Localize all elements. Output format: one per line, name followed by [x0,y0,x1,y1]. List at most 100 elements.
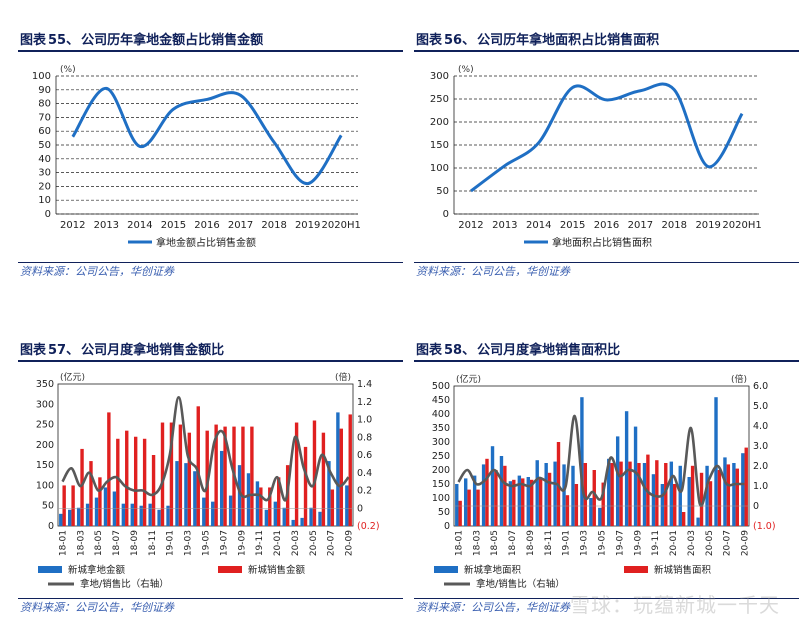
bar-land [202,497,206,526]
x-tick-label: 20-09 [741,530,751,556]
figure-number: 56、 [444,33,476,48]
bar-land [562,464,566,526]
bar-sales [107,412,111,526]
bar-sales [214,424,218,526]
bar-land [508,481,513,526]
x-tick-label: 19-11 [255,530,265,556]
bar-sales [538,478,543,526]
legend-label-ratio: 拿地/销售比（右轴） [80,578,169,590]
y-tick-label: 450 [432,395,450,406]
legend-swatch-land [38,566,62,573]
bar-land [651,474,656,526]
figure-title-text: 公司历年拿地面积占比销售面积 [477,33,660,48]
y-axis-unit: (亿元) [456,373,481,385]
bar-sales [726,464,731,526]
bar-sales [277,477,281,526]
x-tick-label: 20-01 [273,530,283,556]
bar-land [571,465,575,526]
bar-land [553,461,557,526]
bar-sales [735,468,739,526]
figure-number: 55、 [48,33,80,48]
y-tick-label: 500 [432,381,450,392]
bar-land [103,487,108,526]
y-tick-label: 90 [38,85,51,96]
legend-label-sales: 新城销售金额 [248,564,306,576]
x-tick-label: 2019 [695,220,720,231]
y-tick-label: 60 [38,126,51,137]
chart-panel-55: 图表 55、 公司历年拿地金额占比销售金额 (%) 0 10 20 30 40 50 60 70 80… [18,30,403,280]
bar-sales [476,489,480,526]
bar-land [282,507,286,526]
x-tick-label: 2014 [127,220,152,231]
x-tick-label: 2018 [662,220,687,231]
x-tick-label: 2017 [228,220,253,231]
chart-title: 图表 56、 公司历年拿地面积占比销售面积 [414,30,799,52]
y-tick-label: 350 [432,423,450,434]
y2-tick-label: 0.2 [357,486,372,497]
y-tick-label: 200 [430,117,449,128]
bar-sales [655,460,659,526]
bar-sales [330,489,335,526]
x-tick-label: 18-05 [490,530,500,556]
bar-sales [717,470,722,526]
bar-sales [71,485,75,526]
y-tick-label: 40 [38,154,51,165]
y-tick-label: 70 [38,112,51,123]
source-note: 资料来源：公司公告，华创证券 [414,262,799,280]
bar-land [130,503,134,526]
x-tick-label: 20-05 [705,530,715,556]
bar-land [327,461,331,526]
x-tick-label: 18-07 [508,530,518,556]
bar-land [59,513,63,526]
x-tick-label: 2013 [492,220,517,231]
bar-land [264,509,269,526]
figure-number: 57、 [48,343,80,358]
bar-sales [619,461,623,526]
source-note: 资料来源：公司公告，华创证券 [18,598,403,616]
bar-sales [241,426,245,526]
y-tick-label: 250 [36,420,54,431]
figure-number: 58、 [444,343,476,358]
x-tick-label: 18-07 [112,530,122,556]
y2-tick-label: 0 [753,501,759,512]
x-tick-label: 2013 [94,220,119,231]
y2-tick-label: 6.0 [753,381,768,392]
x-tick-label: 2019 [295,220,320,231]
x-tick-label: 2012 [60,220,85,231]
bar-land [175,461,179,526]
bar-sales [294,422,299,526]
bar-land [580,397,584,526]
bar-land [184,463,188,526]
legend-label-sales: 新城销售面积 [654,564,712,576]
y-tick-label: 100 [430,163,449,174]
x-tick-label: 18-01 [454,530,464,556]
bar-sales [664,463,668,526]
x-tick-label: 18-11 [544,530,554,556]
bar-sales [339,428,343,526]
y-tick-label: 50 [438,507,450,518]
y2-axis-unit: (倍) [335,371,351,383]
x-tick-label: 20-03 [687,530,697,556]
y2-tick-label: (0.2) [357,521,380,532]
x-tick-label: 2020H1 [722,220,761,231]
bar-land [76,507,81,526]
y-tick-label: 30 [38,168,51,179]
bar-land [481,464,486,526]
bar-land [705,465,709,526]
y2-tick-label: 0.8 [357,432,372,443]
bar-land [318,511,322,526]
bar-land [633,426,638,526]
bar-sales [583,463,588,526]
bar-land [157,509,161,526]
bar-land [300,517,304,526]
bar-land [526,477,530,526]
bar-sales [98,477,102,526]
bar-land [455,484,459,526]
bar-sales [628,461,632,526]
bar-land [696,517,700,526]
bar-land [535,460,539,526]
bar-sales [268,487,272,526]
x-tick-label: 20-07 [723,530,733,556]
x-tick-label: 18-05 [94,530,104,556]
bar-land [589,498,593,526]
